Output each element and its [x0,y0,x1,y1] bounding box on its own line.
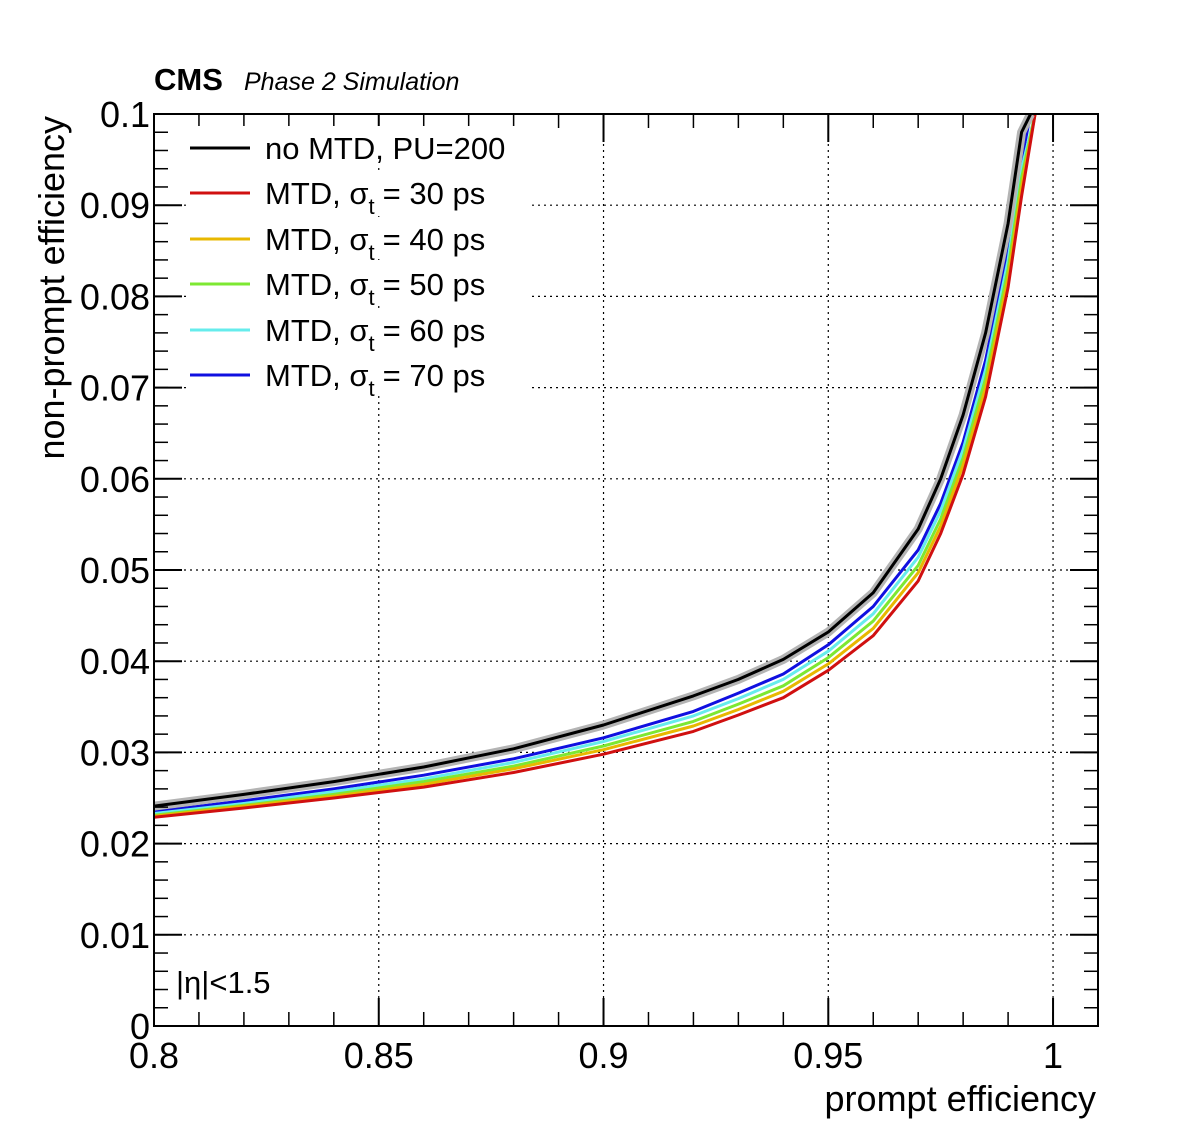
legend-label: MTD, σt = 30 ps [265,176,485,219]
y-tick-label: 0.07 [80,368,150,409]
series-line-5 [154,114,1033,814]
x-tick-label: 1 [1043,1035,1063,1076]
legend-label: MTD, σt = 40 ps [265,222,485,265]
grid [154,114,1098,1026]
legend-label-main: MTD, σ [265,176,369,211]
legend-label-main: MTD, σ [265,313,369,348]
cms-label: CMS [154,62,223,97]
y-tick-label: 0.05 [80,550,150,591]
legend-entry: MTD, σt = 40 ps [186,217,532,265]
y-tick-label: 0.01 [80,915,150,956]
legend-entry: MTD, σt = 70 ps [186,353,532,401]
legend-entry: MTD, σt = 30 ps [186,171,532,219]
series-line-1 [154,114,1037,819]
x-tick-label: 0.8 [129,1035,179,1076]
series-line-2 [154,114,1037,818]
legend-entry: MTD, σt = 60 ps [186,308,532,356]
y-tick-label: 0.1 [100,94,150,135]
legend-label-rest: = 40 ps [383,222,486,257]
x-tick-label: 0.9 [579,1035,629,1076]
legend-label-subscript: t [369,285,375,310]
legend-label-subscript: t [369,194,375,219]
series-line-4 [154,114,1037,815]
legend-label: MTD, σt = 50 ps [265,267,485,310]
legend-label: no MTD, PU=200 [265,131,505,166]
y-tick-label: 0.04 [80,641,150,682]
y-tick-label: 0 [130,1006,150,1047]
legend-label-rest: = 60 ps [383,313,486,348]
legend-label-subscript: t [369,376,375,401]
legend-label-main: MTD, σ [265,358,369,393]
eta-annotation: |η|<1.5 [176,965,271,1000]
curves [154,114,1037,819]
legend-label-subscript: t [369,240,375,265]
x-tick-label: 0.95 [793,1035,863,1076]
legend-label-subscript: t [369,331,375,356]
series-line-3 [154,114,1037,817]
tick-labels: 0.8 0.85 0.9 0.95 1 0 0.01 0.02 0.03 0.04 0.05 0.06… [80,94,1063,1076]
series-line-0 [154,114,1032,808]
legend-label-rest: = 30 ps [383,176,486,211]
legend-entry: no MTD, PU=200 [186,126,532,168]
legend-label: MTD, σt = 60 ps [265,313,485,356]
legend-entry: MTD, σt = 50 ps [186,262,532,310]
y-axis-title: non-prompt efficiency [31,116,72,460]
y-tick-label: 0.02 [80,824,150,865]
x-tick-label: 0.85 [344,1035,414,1076]
legend-label-main: MTD, σ [265,222,369,257]
legend-label-rest: = 70 ps [383,358,486,393]
legend-label: MTD, σt = 70 ps [265,358,485,401]
y-tick-label: 0.08 [80,276,150,317]
legend-label-main: MTD, σ [265,267,369,302]
axis-ticks [153,113,1099,1027]
cms-subtitle: Phase 2 Simulation [244,68,459,96]
y-tick-label: 0.06 [80,459,150,500]
legend-label-rest: = 50 ps [383,267,486,302]
y-tick-label: 0.09 [80,185,150,226]
plot-frame [153,113,1099,1027]
x-axis-title: prompt efficiency [825,1078,1096,1119]
y-tick-label: 0.03 [80,732,150,773]
